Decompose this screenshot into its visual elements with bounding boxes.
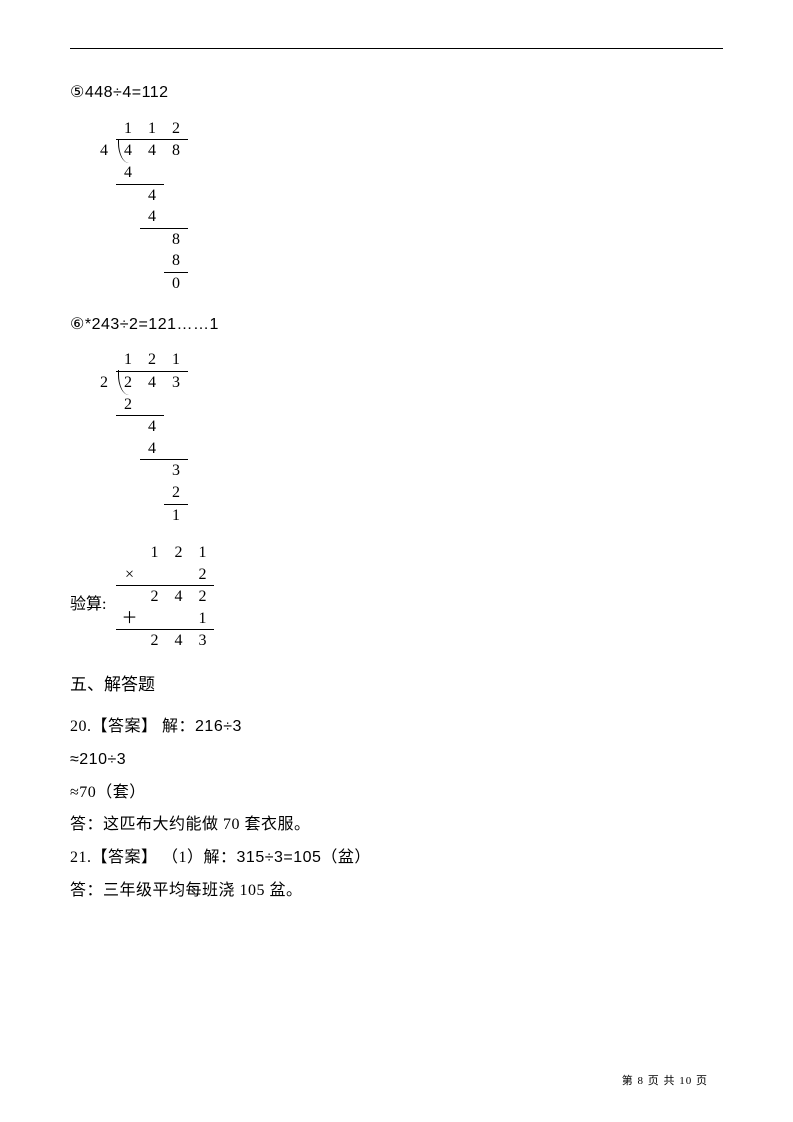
problem-5-marker: ⑤ bbox=[70, 84, 85, 101]
q21-expr: 315÷3=105（盆） bbox=[237, 849, 371, 866]
problem-6-line: ⑥*243÷2=121……1 bbox=[70, 311, 723, 340]
footer-suffix: 页 bbox=[692, 1075, 708, 1087]
mult-digit: 2 bbox=[166, 542, 190, 564]
plus-symbol: ＋ bbox=[116, 608, 142, 630]
problem-6-expr: *243÷2=121……1 bbox=[85, 316, 219, 333]
dividend-digit: 4 bbox=[140, 140, 164, 162]
step-digit: 3 bbox=[164, 460, 188, 482]
q20-expr: 216÷3 bbox=[195, 718, 242, 735]
quotient-digit: 1 bbox=[116, 118, 140, 140]
quotient-digit: 1 bbox=[116, 349, 140, 371]
footer-mid: 页 共 bbox=[644, 1075, 679, 1087]
quotient-digit: 1 bbox=[140, 118, 164, 140]
step-digit: 4 bbox=[116, 162, 140, 184]
q20-line1: 20.【答案】 解：216÷3 bbox=[70, 713, 723, 742]
problem-5-longdiv: 1 1 2 4 4 4 8 4 4 bbox=[92, 118, 723, 295]
product-digit: 2 bbox=[142, 586, 166, 608]
footer-prefix: 第 bbox=[622, 1075, 638, 1087]
step-digit: 0 bbox=[164, 272, 188, 294]
multiplier-digit: 2 bbox=[190, 564, 214, 586]
dividend-digit: 3 bbox=[164, 371, 188, 393]
divisor: 2 bbox=[92, 371, 116, 393]
times-symbol: × bbox=[116, 564, 142, 586]
step-digit: 1 bbox=[164, 504, 188, 526]
step-digit: 4 bbox=[140, 184, 164, 206]
problem-6-longdiv: 1 2 1 2 2 4 3 2 4 bbox=[92, 349, 723, 526]
addend-digit: 1 bbox=[190, 608, 214, 630]
footer-total: 10 bbox=[679, 1075, 692, 1087]
step-digit: 2 bbox=[116, 394, 140, 416]
step-digit: 4 bbox=[140, 416, 164, 438]
problem-5-expr: 448÷4=112 bbox=[85, 84, 169, 101]
q21-answer: 答：三年级平均每班浇 105 盆。 bbox=[70, 877, 723, 906]
step-digit: 8 bbox=[164, 250, 188, 272]
verification-table: 1 2 1 × 2 2 4 2 ＋ 1 bbox=[116, 542, 214, 652]
step-digit: 8 bbox=[164, 228, 188, 250]
mult-digit: 1 bbox=[142, 542, 166, 564]
q20-line2: ≈210÷3 bbox=[70, 746, 723, 775]
top-rule bbox=[70, 48, 723, 49]
q21-prefix: 21.【答案】 （1）解： bbox=[70, 849, 237, 866]
result-digit: 2 bbox=[142, 630, 166, 652]
dividend-digit: 8 bbox=[164, 140, 188, 162]
step-digit: 4 bbox=[140, 206, 164, 228]
mult-digit: 1 bbox=[190, 542, 214, 564]
page: ⑤448÷4=112 1 1 2 4 4 4 8 4 bbox=[0, 0, 793, 1122]
product-digit: 4 bbox=[166, 586, 190, 608]
page-footer: 第 8 页 共 10 页 bbox=[622, 1072, 708, 1088]
q20-answer: 答：这匹布大约能做 70 套衣服。 bbox=[70, 811, 723, 840]
result-digit: 4 bbox=[166, 630, 190, 652]
step-digit: 2 bbox=[164, 482, 188, 504]
verification-label: 验算: bbox=[70, 542, 116, 614]
q21-line1: 21.【答案】 （1）解：315÷3=105（盆） bbox=[70, 844, 723, 873]
quotient-digit: 1 bbox=[164, 349, 188, 371]
dividend-digit: 4 bbox=[140, 371, 164, 393]
step-digit: 4 bbox=[140, 438, 164, 460]
long-division-table: 1 2 1 2 2 4 3 2 4 bbox=[92, 349, 188, 526]
q20-prefix: 20.【答案】 解： bbox=[70, 718, 195, 735]
section-heading: 五、解答题 bbox=[70, 670, 723, 695]
problem-6-marker: ⑥ bbox=[70, 316, 85, 333]
long-division-table: 1 1 2 4 4 4 8 4 4 bbox=[92, 118, 188, 295]
product-digit: 2 bbox=[190, 586, 214, 608]
divisor: 4 bbox=[92, 140, 116, 162]
q20-line3: ≈70（套） bbox=[70, 779, 723, 808]
result-digit: 3 bbox=[190, 630, 214, 652]
quotient-digit: 2 bbox=[140, 349, 164, 371]
quotient-digit: 2 bbox=[164, 118, 188, 140]
verification-block: 验算: 1 2 1 × 2 2 4 2 ＋ bbox=[70, 542, 723, 652]
problem-5-line: ⑤448÷4=112 bbox=[70, 79, 723, 108]
